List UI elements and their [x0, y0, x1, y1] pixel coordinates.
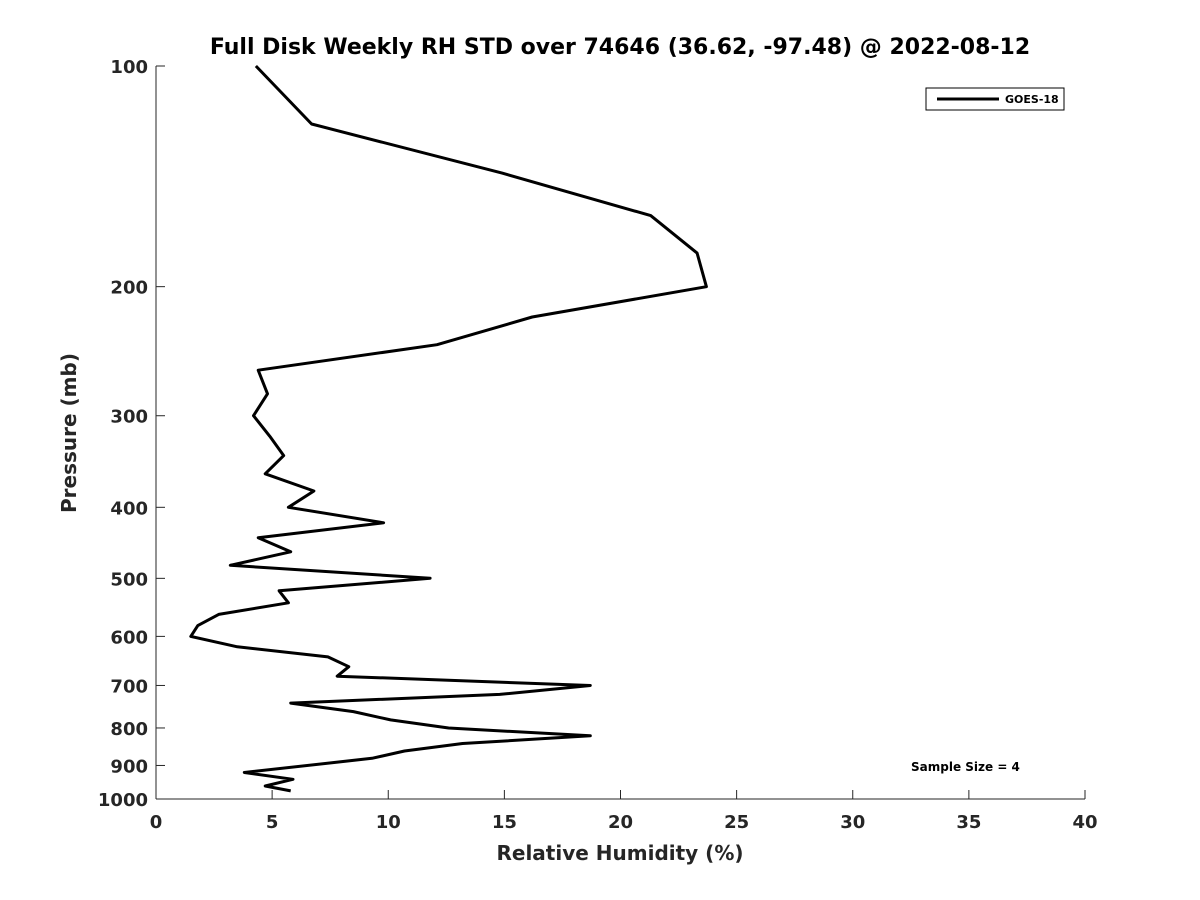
y-tick-label: 100: [110, 57, 148, 78]
x-tick-label: 0: [150, 812, 163, 833]
series-line-goes-18: [189, 64, 708, 793]
chart-title: Full Disk Weekly RH STD over 74646 (36.6…: [210, 35, 1030, 60]
x-tick-label: 10: [376, 812, 401, 833]
y-tick-label: 600: [110, 627, 148, 648]
x-tick-label: 35: [956, 812, 981, 833]
x-axis-label: Relative Humidity (%): [496, 841, 743, 865]
plot-area: [189, 64, 708, 793]
x-tick-label: 25: [724, 812, 749, 833]
sample-size-annotation: Sample Size = 4: [911, 760, 1020, 774]
legend-label-goes-18: GOES-18: [1005, 93, 1059, 106]
x-tick-label: 15: [492, 812, 517, 833]
y-tick-label: 300: [110, 407, 148, 428]
x-tick-label: 30: [840, 812, 865, 833]
y-tick-label: 700: [110, 676, 148, 697]
x-tick-label: 20: [608, 812, 633, 833]
y-tick-label: 200: [110, 278, 148, 299]
y-tick-label: 400: [110, 498, 148, 519]
axes: 0 5 10 15 20 25 30 35 40 100 200 300 400 500 600 700 800…: [98, 57, 1098, 833]
y-axis-label: Pressure (mb): [57, 353, 81, 513]
y-tick-label: 1000: [98, 790, 148, 811]
legend: GOES-18: [925, 87, 1065, 111]
x-tick-label: 40: [1072, 812, 1097, 833]
y-tick-label: 500: [110, 569, 148, 590]
x-tick-label: 5: [266, 812, 279, 833]
y-tick-label: 900: [110, 756, 148, 777]
y-tick-label: 800: [110, 719, 148, 740]
